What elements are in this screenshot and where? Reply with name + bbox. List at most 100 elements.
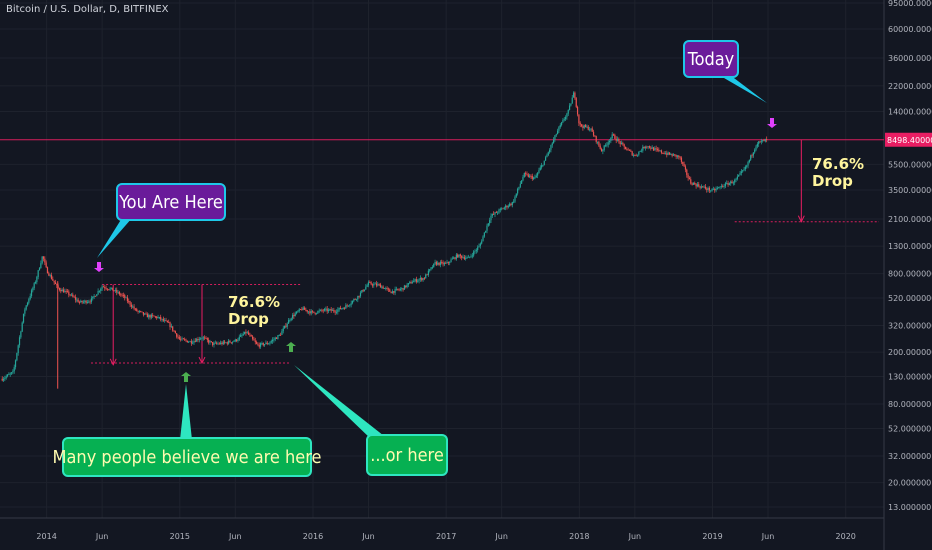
candle-body: [543, 160, 545, 166]
candle-body: [483, 232, 485, 237]
candle-body: [137, 311, 139, 312]
candle-body: [487, 223, 489, 226]
or-here-callout: ...or here: [366, 434, 448, 476]
y-tick-label: 3500.000000: [888, 186, 932, 195]
candle-body: [311, 310, 314, 312]
candle-body: [303, 307, 306, 310]
candle-body: [711, 189, 713, 191]
candle-body: [563, 119, 565, 121]
candle-body: [98, 290, 101, 292]
candle-body: [702, 186, 704, 188]
candle-body: [419, 277, 422, 280]
candle-body: [391, 291, 394, 294]
candle-body: [321, 309, 323, 311]
candle-body: [752, 152, 754, 156]
candle-body: [650, 147, 652, 149]
candle-body: [616, 139, 619, 141]
candle-body: [662, 152, 664, 154]
candle-body: [646, 146, 648, 148]
candle-body: [676, 155, 679, 157]
candle-body: [194, 340, 196, 342]
candle-body: [156, 316, 158, 319]
candle-body: [362, 290, 364, 292]
candle-body: [684, 166, 687, 170]
candle-body: [367, 282, 370, 286]
candle-body: [144, 313, 146, 315]
candle-body: [572, 92, 575, 98]
candle-body: [454, 257, 456, 259]
candle-body: [415, 279, 418, 282]
candle-body: [374, 283, 376, 285]
candle-body: [291, 315, 294, 319]
candle-body: [465, 258, 467, 259]
candle-body: [125, 297, 127, 299]
y-tick-label: 60000.000000: [888, 25, 932, 34]
candle-body: [619, 141, 621, 145]
candle-body: [302, 307, 304, 310]
candle-body: [361, 290, 363, 293]
candle-body: [715, 188, 717, 191]
candle-body: [663, 153, 665, 154]
candle-body: [196, 338, 198, 342]
candle-body: [192, 342, 194, 344]
candle-body: [355, 299, 358, 301]
candle-body: [564, 117, 567, 120]
candle-body: [58, 288, 61, 290]
candle-body: [655, 148, 657, 150]
candle-body: [712, 188, 715, 190]
candle-body: [210, 341, 212, 343]
candle-body: [526, 173, 528, 175]
candle-body: [402, 288, 404, 290]
candle-body: [24, 309, 26, 314]
candle-body: [534, 177, 536, 179]
candle-body: [33, 283, 35, 289]
candle-body: [349, 304, 351, 306]
candle-body: [590, 128, 592, 130]
candle-body: [654, 148, 656, 151]
x-tick-label: 2015: [170, 532, 190, 541]
candle-body: [519, 183, 521, 187]
candle-body: [688, 177, 691, 180]
candle-body: [409, 282, 411, 284]
candle-body: [515, 193, 517, 197]
candle-body: [86, 302, 89, 303]
candle-body: [686, 169, 688, 175]
x-tick-label: Jun: [228, 532, 242, 541]
candle-body: [531, 176, 533, 179]
candle-body: [282, 328, 284, 332]
candle-body: [29, 295, 31, 300]
y-tick-label: 200.000000: [888, 348, 932, 357]
candle-body: [117, 291, 119, 293]
candle-body: [446, 261, 448, 264]
candle-body: [630, 150, 632, 152]
candle-body: [647, 146, 649, 148]
candle-body: [687, 174, 689, 178]
today-callout-tail: [724, 75, 767, 103]
candle-body: [499, 208, 501, 210]
candle-body: [664, 153, 667, 155]
candle-body: [658, 149, 660, 151]
candle-body: [90, 298, 93, 302]
candle-body: [659, 150, 661, 152]
candle-body: [70, 294, 73, 296]
candle-body: [759, 141, 761, 143]
candle-body: [333, 309, 335, 312]
candle-body: [639, 151, 641, 152]
candle-body: [750, 155, 752, 160]
many-people-marker-arrow: [181, 372, 191, 382]
candle-body: [46, 267, 49, 274]
candle-body: [331, 309, 334, 311]
candle-body: [469, 256, 471, 258]
candle-body: [6, 374, 9, 377]
candle-body: [310, 310, 312, 314]
candle-body: [198, 339, 200, 341]
candle-body: [422, 278, 424, 281]
candle-body: [274, 337, 276, 340]
candle-body: [537, 173, 539, 176]
candle-body: [342, 307, 344, 309]
candle-body: [751, 155, 753, 157]
candle-body: [350, 303, 352, 305]
candle-body: [41, 256, 43, 264]
candle-body: [606, 144, 608, 146]
